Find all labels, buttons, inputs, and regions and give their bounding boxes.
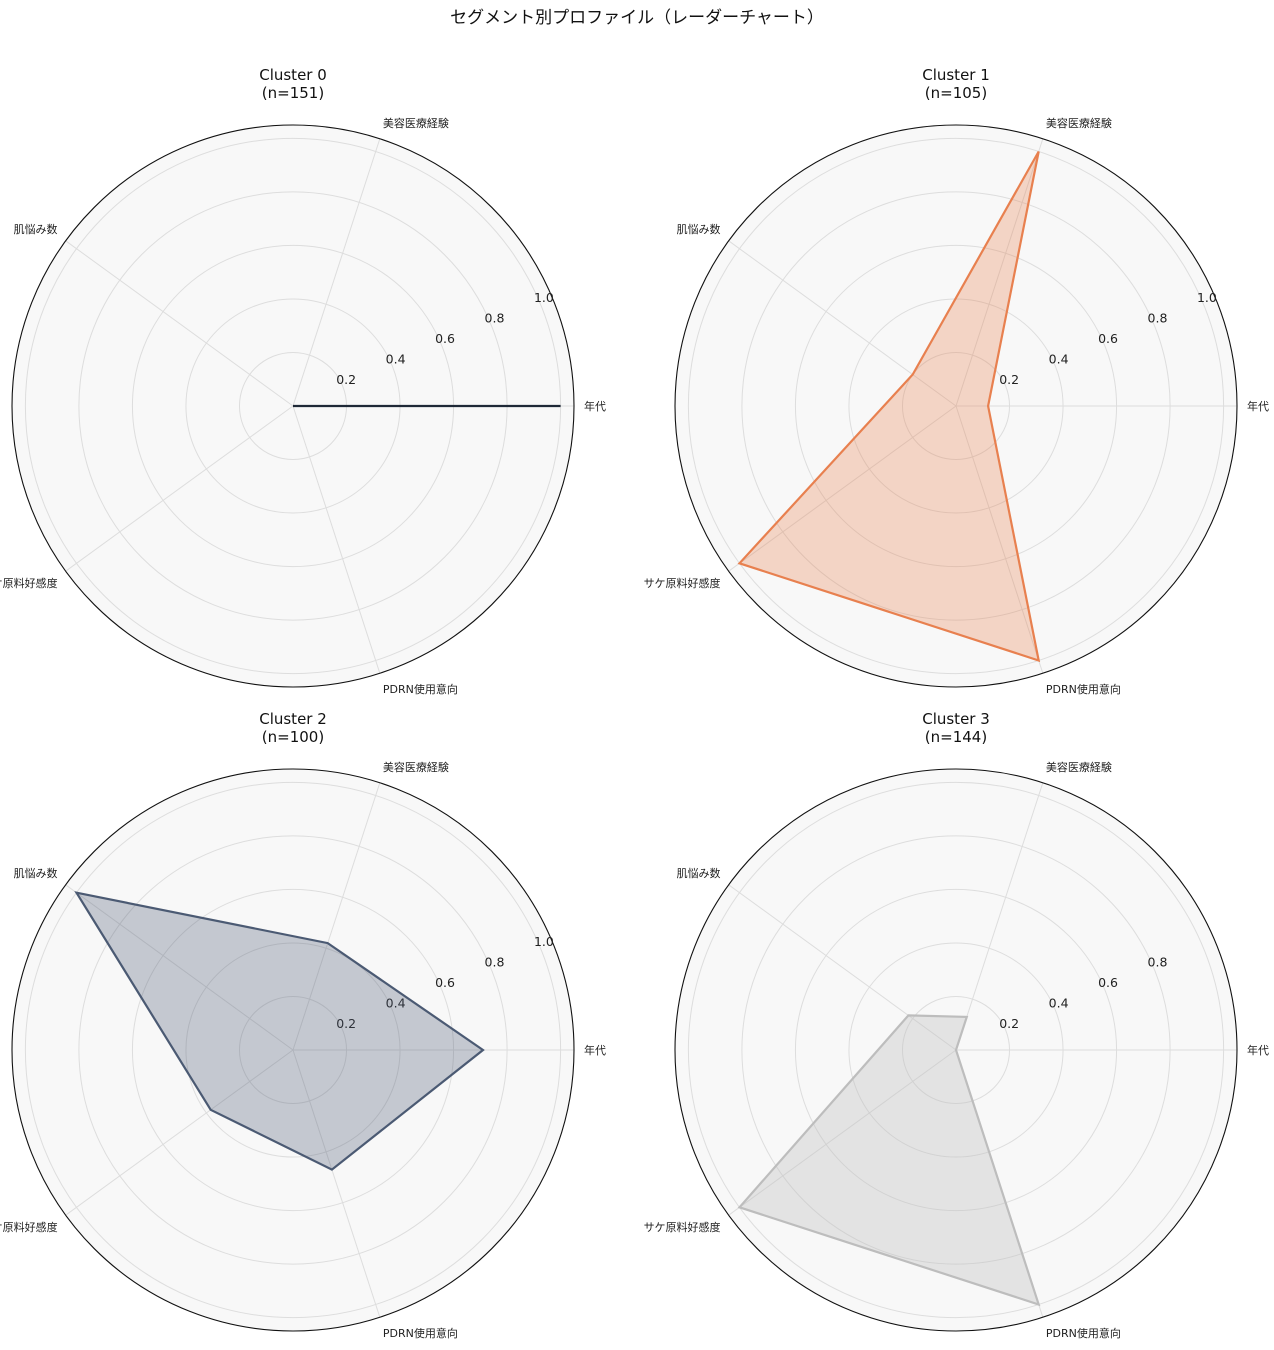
axis-label: 年代 (1247, 1043, 1269, 1057)
radial-tick-label: 0.6 (1098, 331, 1118, 346)
panel-subtitle: (n=144) (925, 728, 987, 746)
axis-label: サケ原料好感度 (0, 1220, 58, 1234)
grid-spoke (292, 405, 381, 674)
radial-tick-label: 1.0 (534, 934, 554, 949)
grid-spoke (65, 1049, 294, 1216)
grid-spoke (292, 782, 381, 1051)
panel-subtitle: (n=100) (262, 728, 324, 746)
radial-tick-label: 0.4 (386, 352, 406, 367)
axis-label: 肌悩み数 (677, 222, 721, 236)
series-polygon (737, 1014, 1041, 1307)
radial-tick-label: 0.4 (386, 996, 406, 1011)
radial-tick-label: 0.6 (435, 975, 455, 990)
panel-title: Cluster 3 (922, 710, 990, 728)
series-polygon (737, 150, 1041, 663)
grid-spoke (728, 884, 957, 1051)
panel-title: Cluster 2 (259, 710, 327, 728)
grid-spoke (292, 138, 381, 407)
plot-border (674, 124, 1238, 688)
grid-spoke (65, 405, 294, 572)
series-polygon (74, 891, 485, 1171)
panel-title: Cluster 1 (922, 66, 990, 84)
axis-label: PDRN使用意向 (383, 682, 458, 696)
axis-label: サケ原料好感度 (0, 576, 58, 590)
radar-panels: 0.20.40.60.81.0年代美容医療経験肌悩み数サケ原料好感度PDRN使用… (0, 66, 1269, 1340)
grid-spoke (65, 884, 294, 1051)
radial-tick-label: 0.2 (999, 372, 1019, 387)
grid-spoke (955, 782, 1044, 1051)
radial-tick-label: 0.8 (485, 311, 505, 326)
radial-tick-label: 0.2 (336, 372, 356, 387)
plot-border (674, 768, 1238, 1332)
grid-spoke (955, 405, 1044, 674)
radial-tick-label: 0.8 (485, 955, 505, 970)
plot-border (11, 768, 575, 1332)
axis-label: PDRN使用意向 (1046, 682, 1121, 696)
axis-label: PDRN使用意向 (1046, 1326, 1121, 1340)
axis-label: 年代 (584, 1043, 606, 1057)
panel-title: Cluster 0 (259, 66, 327, 84)
grid-spoke (728, 405, 957, 572)
axis-label: サケ原料好感度 (644, 576, 721, 590)
plot-border (11, 124, 575, 688)
axis-label: PDRN使用意向 (383, 1326, 458, 1340)
radial-tick-label: 0.4 (1049, 996, 1069, 1011)
grid-spoke (728, 1049, 957, 1216)
grid-spoke (292, 1049, 381, 1318)
radial-tick-label: 0.4 (1049, 352, 1069, 367)
axis-label: 美容医療経験 (383, 760, 449, 774)
axis-label: 美容医療経験 (383, 116, 449, 130)
radial-tick-label: 0.8 (1148, 955, 1168, 970)
axis-label: 肌悩み数 (677, 866, 721, 880)
radial-tick-label: 0.2 (336, 1016, 356, 1031)
radial-tick-label: 0.2 (999, 1016, 1019, 1031)
radial-tick-label: 0.6 (435, 331, 455, 346)
axis-label: 美容医療経験 (1046, 116, 1112, 130)
panel-subtitle: (n=151) (262, 84, 324, 102)
grid-spoke (728, 240, 957, 407)
radial-tick-label: 1.0 (1197, 290, 1217, 305)
axis-label: 肌悩み数 (14, 222, 58, 236)
axis-label: サケ原料好感度 (644, 1220, 721, 1234)
grid-spoke (955, 138, 1044, 407)
radial-tick-label: 0.8 (1148, 311, 1168, 326)
radial-tick-label: 1.0 (534, 290, 554, 305)
axis-label: 年代 (584, 399, 606, 413)
axis-label: 肌悩み数 (14, 866, 58, 880)
panel-subtitle: (n=105) (925, 84, 987, 102)
axis-label: 年代 (1247, 399, 1269, 413)
figure-title: セグメント別プロファイル（レーダーチャート） (450, 8, 824, 28)
grid-spoke (65, 240, 294, 407)
axis-label: 美容医療経験 (1046, 760, 1112, 774)
radial-tick-label: 0.6 (1098, 975, 1118, 990)
